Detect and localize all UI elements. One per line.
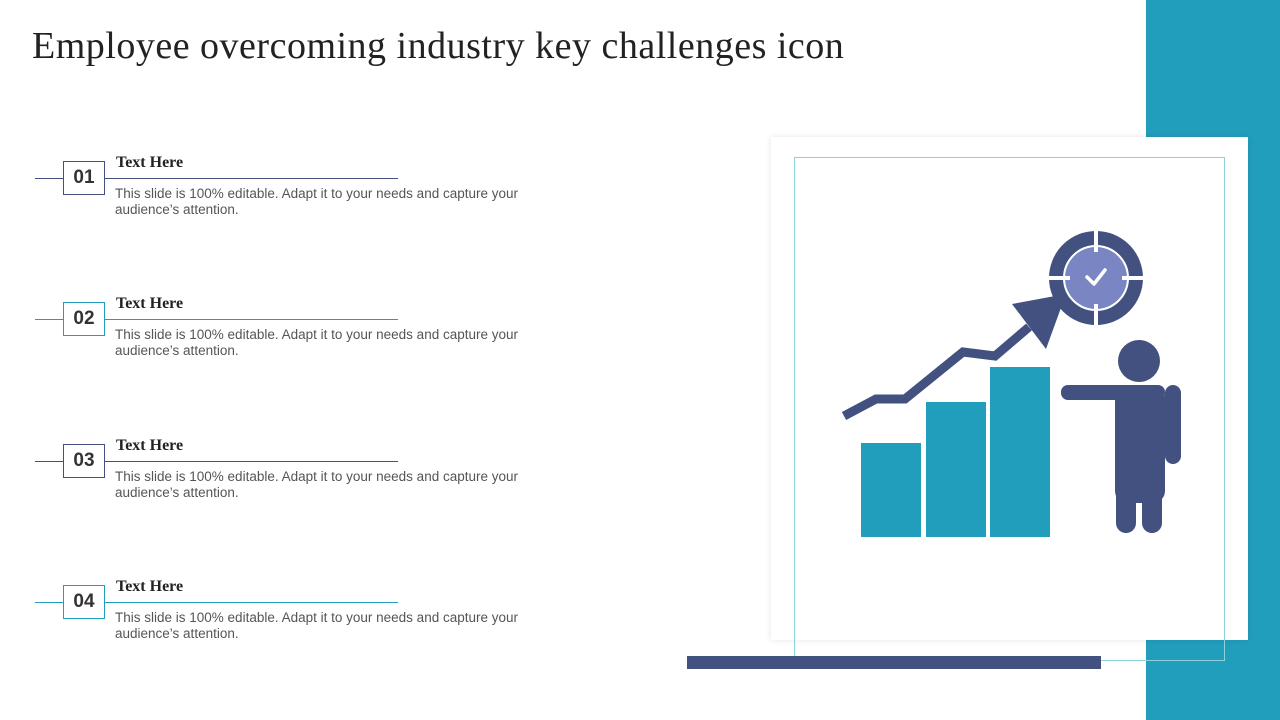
- item-number-badge: 01: [63, 161, 105, 195]
- arrow-head: [1012, 294, 1066, 349]
- check-mark: [1085, 268, 1107, 286]
- list-item-4: 04 Text Here This slide is 100% editable…: [0, 571, 560, 651]
- trend-line: [841, 323, 1032, 420]
- decorative-navy-bar: [687, 656, 1101, 669]
- item-description: This slide is 100% editable. Adapt it to…: [115, 469, 518, 500]
- item-heading: Text Here: [116, 437, 184, 454]
- heading-underline: [104, 178, 398, 179]
- heading-underline: [104, 319, 398, 320]
- connector-line: [35, 461, 64, 462]
- list-item-2: 02 Text Here This slide is 100% editable…: [0, 288, 560, 368]
- bar-small: [861, 443, 921, 537]
- item-heading: Text Here: [116, 295, 184, 312]
- bar-medium: [926, 402, 986, 537]
- list-item-3: 03 Text Here This slide is 100% editable…: [0, 430, 560, 510]
- heading-underline: [104, 602, 398, 603]
- bar-large: [990, 367, 1050, 537]
- item-description: This slide is 100% editable. Adapt it to…: [115, 327, 518, 358]
- employee-growth-target-icon: [794, 157, 1225, 661]
- connector-line: [35, 602, 64, 603]
- item-description: This slide is 100% editable. Adapt it to…: [115, 186, 518, 217]
- person-figure: [1061, 340, 1181, 533]
- item-number-badge: 03: [63, 444, 105, 478]
- connector-line: [35, 178, 64, 179]
- item-heading: Text Here: [116, 578, 184, 595]
- connector-line: [35, 319, 64, 320]
- list-item-1: 01 Text Here This slide is 100% editable…: [0, 147, 560, 227]
- item-heading: Text Here: [116, 154, 184, 171]
- item-number-badge: 04: [63, 585, 105, 619]
- item-number-badge: 02: [63, 302, 105, 336]
- item-description: This slide is 100% editable. Adapt it to…: [115, 610, 518, 641]
- slide-title: Employee overcoming industry key challen…: [32, 25, 845, 67]
- heading-underline: [104, 461, 398, 462]
- target-inner: [1065, 247, 1127, 309]
